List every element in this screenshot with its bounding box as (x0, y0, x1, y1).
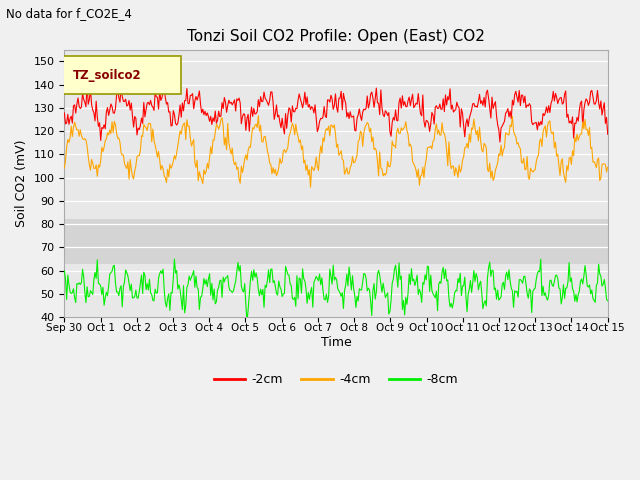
-2cm (392, 107, 399, 113)
FancyBboxPatch shape (56, 57, 181, 94)
-8cm (462, 293, 470, 299)
-4cm (462, 144, 470, 150)
X-axis label: Time: Time (321, 336, 351, 349)
-4cm (604, 164, 612, 170)
-2cm (83, 81, 91, 86)
-2cm (496, 139, 504, 145)
Line: -8cm: -8cm (65, 259, 608, 322)
Legend: -2cm, -4cm, -8cm: -2cm, -4cm, -8cm (209, 368, 463, 391)
-4cm (393, 130, 401, 135)
-4cm (307, 184, 314, 190)
-2cm (604, 132, 612, 137)
Title: Tonzi Soil CO2 Profile: Open (East) CO2: Tonzi Soil CO2 Profile: Open (East) CO2 (187, 29, 485, 44)
Y-axis label: Soil CO2 (mV): Soil CO2 (mV) (15, 140, 28, 227)
-4cm (230, 158, 237, 164)
-8cm (243, 319, 251, 324)
-4cm (367, 125, 374, 131)
-8cm (230, 283, 238, 289)
Text: TZ_soilco2: TZ_soilco2 (72, 69, 141, 82)
-4cm (556, 173, 564, 179)
-2cm (230, 97, 238, 103)
-4cm (255, 113, 262, 119)
-2cm (461, 134, 468, 140)
-2cm (61, 110, 68, 116)
-8cm (292, 303, 300, 309)
Line: -2cm: -2cm (65, 84, 608, 142)
Text: No data for f_CO2E_4: No data for f_CO2E_4 (6, 7, 132, 20)
-8cm (556, 286, 564, 292)
Bar (65, 219, 608, 264)
-2cm (291, 109, 298, 115)
-8cm (367, 299, 374, 304)
Line: -4cm: -4cm (65, 116, 608, 187)
-2cm (556, 95, 564, 101)
-2cm (365, 101, 373, 107)
-4cm (291, 132, 298, 138)
-8cm (171, 256, 179, 262)
-4cm (61, 165, 68, 171)
-8cm (393, 273, 401, 278)
-8cm (61, 268, 68, 274)
-8cm (604, 298, 612, 304)
